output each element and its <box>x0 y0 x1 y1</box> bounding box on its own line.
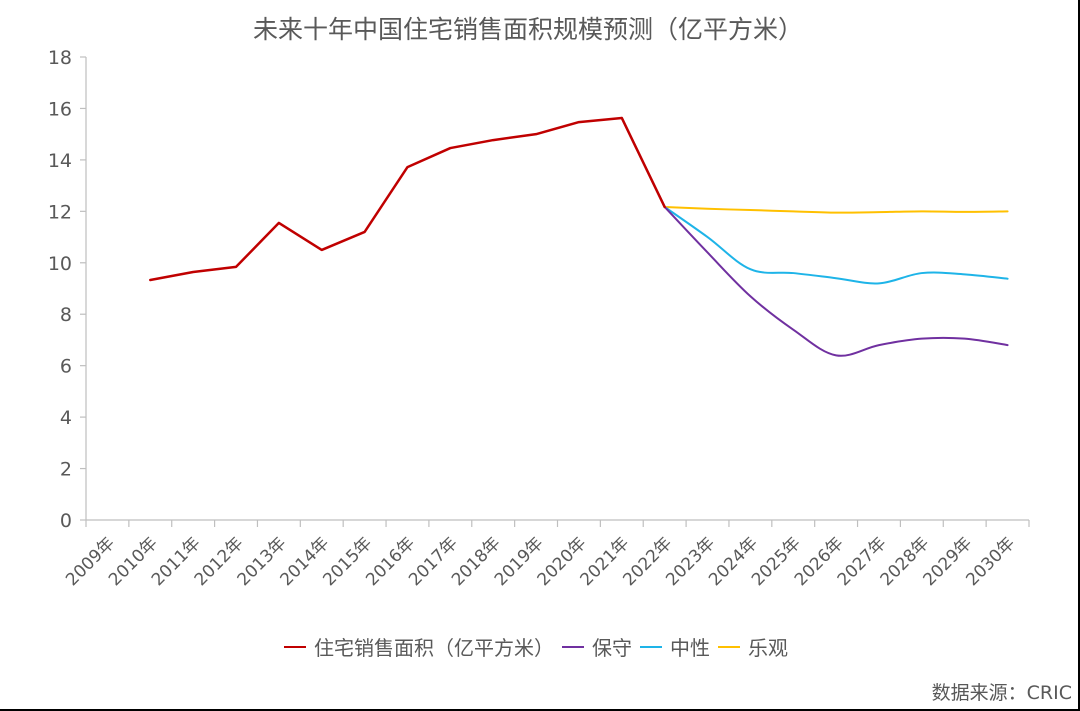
y-tick-label: 4 <box>60 407 72 429</box>
data-source-note: 数据来源：CRIC <box>931 682 1072 704</box>
y-tick-label: 6 <box>60 356 72 378</box>
legend-swatch-icon <box>562 645 584 648</box>
series-lines <box>149 116 1009 357</box>
legend-swatch-icon <box>718 645 740 648</box>
legend-swatch-icon <box>284 645 306 648</box>
legend-item-sales-area[interactable]: 住宅销售面积（亿平方米） <box>284 632 554 661</box>
y-tick-label: 0 <box>60 510 72 532</box>
y-tick-label: 10 <box>48 253 72 275</box>
y-tick-label: 16 <box>48 98 72 120</box>
legend-item-conservative[interactable]: 保守 <box>562 632 632 661</box>
legend-swatch-icon <box>640 645 662 648</box>
series-line-3 <box>620 116 1009 214</box>
legend-item-neutral[interactable]: 中性 <box>640 632 710 661</box>
y-tick-label: 18 <box>48 47 72 69</box>
legend-label: 中性 <box>670 636 710 660</box>
axes: 0246810121416182009年2010年2011年2012年2013年… <box>48 47 1030 590</box>
x-tick-label: 2030年 <box>962 533 1019 590</box>
legend: 住宅销售面积（亿平方米） 保守 中性 乐观 <box>0 632 1080 661</box>
series-line-1 <box>620 116 1009 357</box>
y-tick-label: 2 <box>60 459 72 481</box>
series-line-2 <box>620 116 1009 285</box>
series-line-0 <box>149 116 666 282</box>
y-tick-label: 14 <box>48 150 72 172</box>
chart-title: 未来十年中国住宅销售面积规模预测（亿平方米） <box>252 15 803 44</box>
y-tick-label: 12 <box>48 201 72 223</box>
y-tick-label: 8 <box>60 304 72 326</box>
legend-item-optimistic[interactable]: 乐观 <box>718 632 788 661</box>
legend-label: 乐观 <box>748 636 788 660</box>
legend-label: 住宅销售面积（亿平方米） <box>314 636 554 660</box>
legend-label: 保守 <box>592 636 632 660</box>
